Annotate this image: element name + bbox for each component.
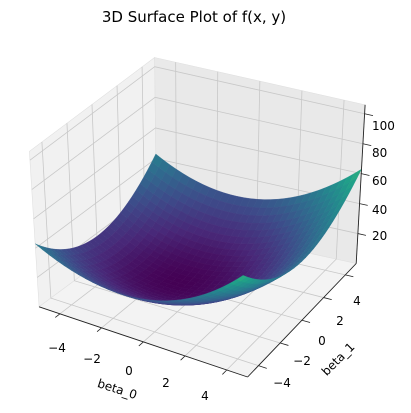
z-tick-mark [364,113,374,117]
x-gridline [226,100,345,371]
y-tick-label: 0 [318,334,326,348]
y-tick-mark [258,365,267,369]
z-tick-mark [359,203,368,206]
y-tick-mark [280,342,289,346]
y-tick-label: 4 [353,294,361,308]
y-gridline [66,123,281,344]
z-axis-line [355,104,366,264]
surface-mesh [35,153,362,306]
y-tick-label: −4 [273,376,291,390]
z-tick-mark [357,233,367,236]
z-tick-mark [362,143,372,146]
z-gridline [31,96,364,190]
z-gridline [29,66,365,161]
x-tick-mark [222,369,228,375]
x-tick-label: 0 [125,364,133,378]
z-tick-label: 100 [372,119,395,133]
z-tick-label: 80 [372,146,387,160]
z-tick-mark [361,173,370,176]
y-tick-mark [301,319,311,323]
x-tick-mark [96,327,102,332]
y-gridline [41,141,259,367]
y-tick-mark [323,297,332,301]
chart-title: 3D Surface Plot of f(x, y) [102,8,286,26]
x-tick-labels: −4 −2 0 2 4 [48,341,209,403]
y-tick-label: −2 [293,354,311,368]
x-tick-label: −2 [83,352,101,366]
x-tick-label: −4 [48,341,66,355]
tick-marks [55,113,374,375]
z-tick-labels: 20 40 60 80 100 [372,119,395,243]
x-tick-label: 4 [201,389,209,403]
x-tick-mark [180,355,186,361]
x-tick-mark [55,313,61,318]
x-axis-label: beta_0 [96,376,139,402]
z-tick-label: 40 [372,203,387,217]
z-gridline [33,127,362,220]
z-tick-label: 20 [372,229,387,243]
x-tick-mark [138,341,144,347]
y-tick-label: 2 [336,314,344,328]
y-tick-labels: −4 −2 0 2 4 [273,294,361,390]
surface-facet [235,275,248,282]
z-tick-label: 60 [372,174,387,188]
x-tick-label: 2 [162,376,170,390]
y-tick-mark [345,274,354,278]
